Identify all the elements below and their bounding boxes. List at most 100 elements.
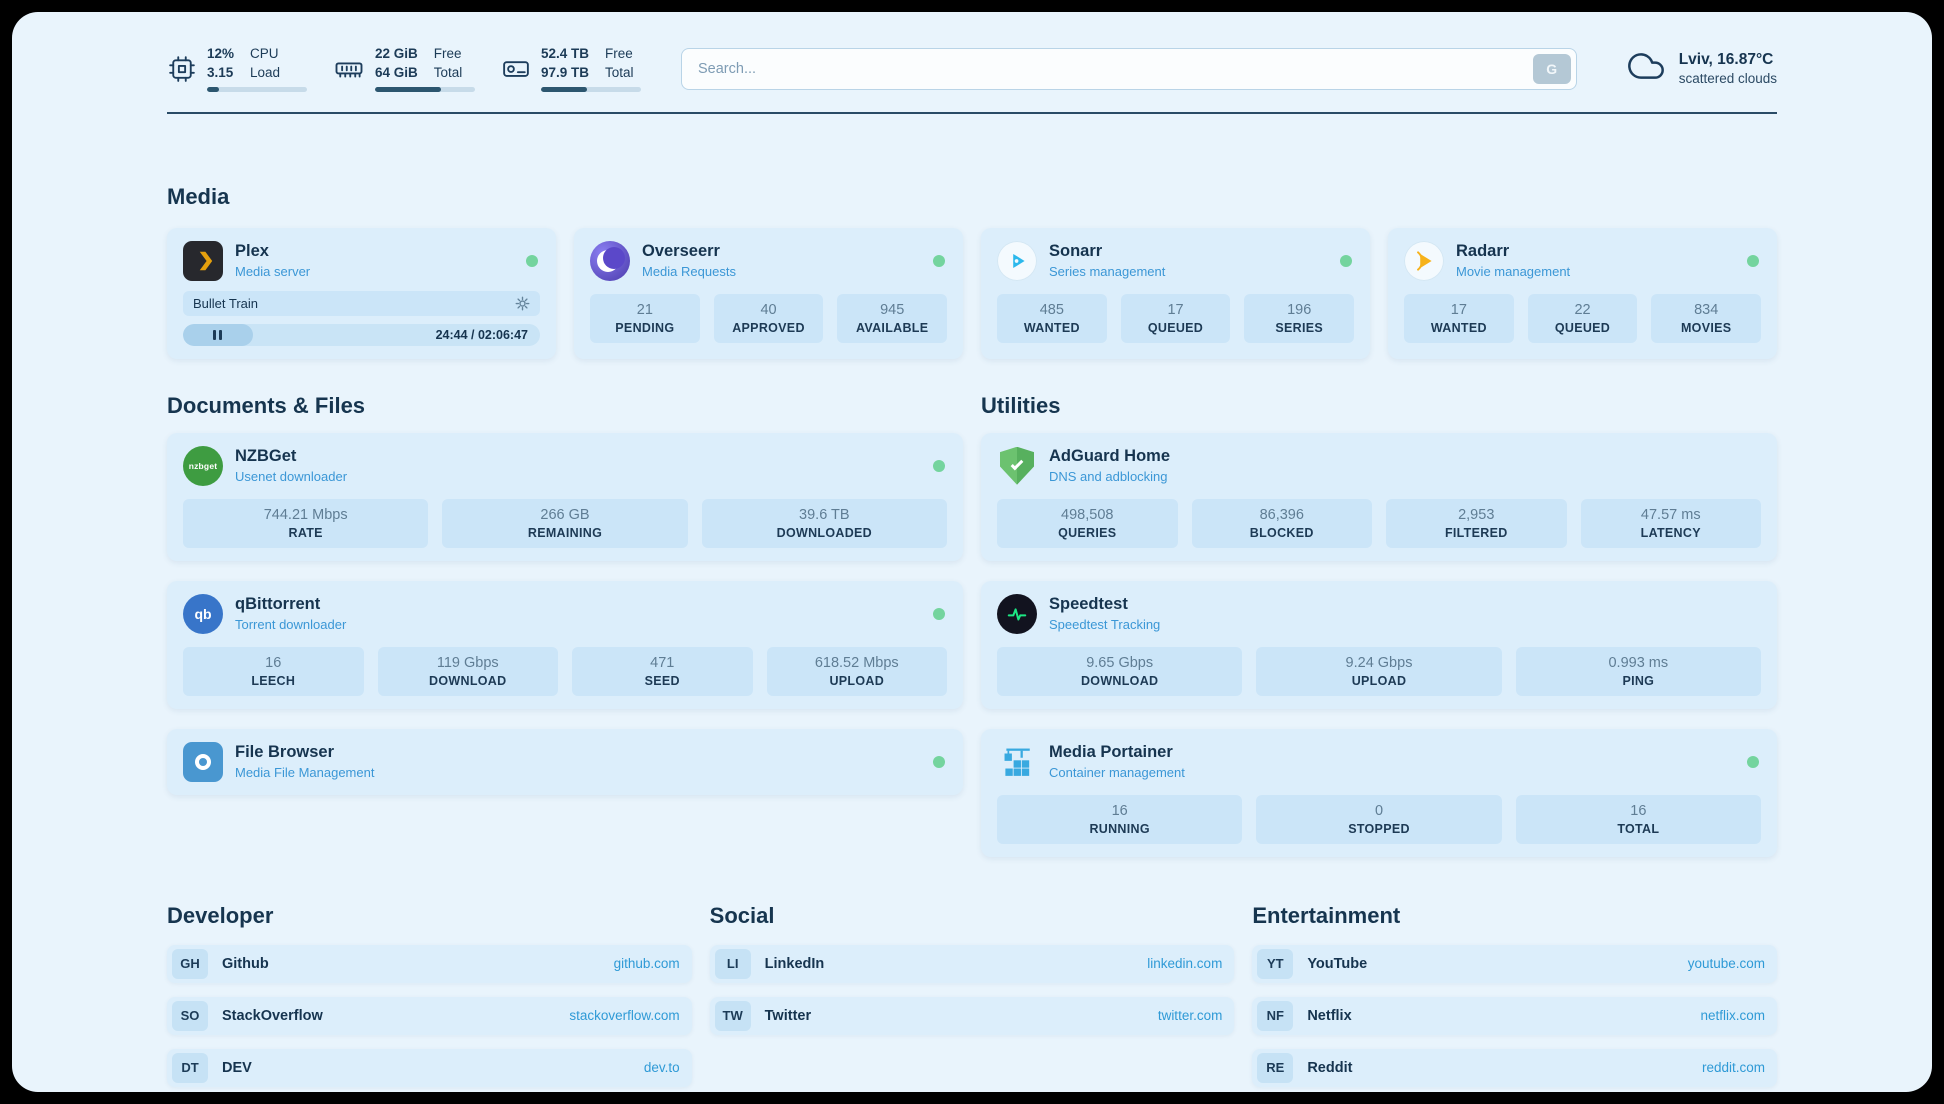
stat-upload: 9.24 Gbps UPLOAD (1256, 646, 1502, 696)
ram-icon (333, 54, 365, 84)
cpu-widget: 12% 3.15 CPU Load (167, 46, 307, 92)
cpu-label-bottom: Load (250, 64, 281, 80)
app-card-filebrowser[interactable]: File Browser Media File Management (167, 728, 963, 795)
entertainment-group: Entertainment YT YouTube youtube.com NF … (1252, 903, 1777, 1087)
utilities-section: Utilities AdGuard Home DNS and adblockin… (981, 393, 1777, 857)
media-section-title: Media (167, 183, 230, 209)
disk-usage-bar (541, 86, 641, 92)
developer-group-title: Developer (167, 902, 274, 928)
ram-widget: 22 GiB 64 GiB Free Total (333, 46, 475, 92)
disk-widget: 52.4 TB 97.9 TB Free Total (501, 46, 641, 92)
app-card-portainer[interactable]: Media Portainer Container management 16 … (981, 728, 1777, 857)
weather-location: Lviv, 16.87°C (1678, 51, 1774, 69)
cpu-load-value: 3.15 (207, 64, 234, 80)
status-dot (933, 254, 945, 267)
app-name: AdGuard Home (1049, 447, 1171, 466)
header-divider (167, 111, 1777, 114)
app-subtitle: Speedtest Tracking (1049, 617, 1161, 633)
documents-section-title: Documents & Files (167, 392, 366, 418)
cpu-icon (167, 54, 197, 84)
status-dot (1747, 254, 1759, 267)
bookmark-reddit[interactable]: RE Reddit reddit.com (1252, 1048, 1777, 1087)
ram-usage-bar (375, 86, 475, 92)
app-card-speedtest[interactable]: Speedtest Speedtest Tracking 9.65 Gbps D… (981, 580, 1777, 709)
stat-queued: 17 QUEUED (1120, 293, 1231, 343)
media-section: Media Plex Media server Bullet Train (167, 184, 1777, 359)
app-card-plex[interactable]: Plex Media server Bullet Train (167, 227, 556, 359)
overseerr-icon (590, 240, 630, 281)
app-card-sonarr[interactable]: Sonarr Series management 485 WANTED 17 Q… (981, 227, 1370, 359)
app-subtitle: Series management (1049, 264, 1166, 280)
nzbget-icon: nzbget (183, 445, 223, 486)
documents-section: Documents & Files nzbget NZBGet Usenet d… (167, 393, 963, 795)
status-dot (1747, 755, 1759, 768)
bookmark-netflix[interactable]: NF Netflix netflix.com (1252, 996, 1777, 1035)
bookmark-name: Github (222, 955, 269, 972)
search-engine-button[interactable]: G (1532, 53, 1571, 84)
bookmark-stackoverflow[interactable]: SO StackOverflow stackoverflow.com (167, 996, 692, 1035)
app-subtitle: Media server (235, 264, 311, 280)
status-dot (933, 607, 945, 620)
portainer-icon (997, 742, 1037, 782)
developer-group: Developer GH Github github.com SO StackO… (167, 903, 692, 1087)
stat-available: 945 AVAILABLE (837, 293, 948, 343)
now-playing-row: Bullet Train (183, 290, 540, 316)
social-group: Social LI LinkedIn linkedin.com TW Twitt… (709, 903, 1235, 1087)
weather-condition: scattered clouds (1678, 71, 1777, 87)
bookmark-dev[interactable]: DT DEV dev.to (167, 1048, 692, 1087)
stat-approved: 40 APPROVED (713, 293, 824, 343)
speedtest-icon (997, 593, 1037, 634)
app-card-qbittorrent[interactable]: qb qBittorrent Torrent downloader 16 LEE… (167, 580, 963, 709)
disk-label-bottom: Total (605, 64, 634, 80)
bookmark-url: linkedin.com (1147, 956, 1223, 972)
app-card-radarr[interactable]: Radarr Movie management 17 WANTED 22 QUE… (1388, 227, 1777, 359)
sonarr-icon (997, 240, 1037, 281)
bookmark-badge: SO (172, 1000, 208, 1031)
bookmark-name: Twitter (764, 1007, 812, 1024)
app-subtitle: Torrent downloader (235, 617, 347, 633)
app-name: Sonarr (1049, 242, 1103, 261)
ram-total-value: 64 GiB (375, 64, 418, 80)
media-grid: Plex Media server Bullet Train (167, 227, 1777, 359)
ram-free-value: 22 GiB (375, 46, 418, 61)
app-subtitle: Movie management (1456, 264, 1571, 280)
stat-total: 16 TOTAL (1515, 794, 1761, 844)
cpu-label-top: CPU (250, 46, 279, 61)
stat-filtered: 2,953 FILTERED (1386, 498, 1567, 548)
gear-icon[interactable] (515, 296, 530, 311)
stat-upload: 618.52 Mbps UPLOAD (766, 646, 947, 696)
entertainment-group-title: Entertainment (1252, 902, 1401, 928)
stat-download: 9.65 Gbps DOWNLOAD (997, 646, 1243, 696)
adguard-icon (997, 446, 1037, 486)
bookmark-badge: GH (172, 948, 208, 979)
app-card-overseerr[interactable]: Overseerr Media Requests 21 PENDING 40 A… (574, 227, 963, 359)
bookmark-twitter[interactable]: TW Twitter twitter.com (709, 996, 1235, 1035)
pause-icon[interactable] (213, 329, 223, 340)
stat-queued: 22 QUEUED (1527, 293, 1638, 343)
bookmarks-area: Developer GH Github github.com SO StackO… (167, 903, 1777, 1087)
stat-queries: 498,508 QUERIES (997, 498, 1178, 548)
app-card-adguard[interactable]: AdGuard Home DNS and adblocking 498,508 … (981, 432, 1777, 561)
app-subtitle: Media File Management (235, 765, 375, 781)
bookmark-github[interactable]: GH Github github.com (167, 944, 692, 983)
bookmark-badge: TW (714, 1000, 751, 1031)
stat-blocked: 86,396 BLOCKED (1191, 498, 1372, 548)
cloud-icon (1625, 46, 1667, 91)
cpu-usage-bar (207, 86, 307, 92)
stat-download: 119 Gbps DOWNLOAD (377, 646, 558, 696)
bookmark-youtube[interactable]: YT YouTube youtube.com (1252, 944, 1777, 983)
playback-progress-bar[interactable]: 24:44 / 02:06:47 (183, 323, 540, 346)
app-name: Overseerr (642, 242, 720, 261)
status-dot (933, 459, 945, 472)
dashboard-page: 12% 3.15 CPU Load (12, 12, 1932, 1092)
app-name: Plex (235, 242, 269, 261)
search-input[interactable] (681, 47, 1577, 90)
bookmark-linkedin[interactable]: LI LinkedIn linkedin.com (709, 944, 1235, 983)
app-card-nzbget[interactable]: nzbget NZBGet Usenet downloader 744.21 M… (167, 432, 963, 561)
stat-stopped: 0 STOPPED (1256, 794, 1502, 844)
disk-label-top: Free (605, 46, 633, 61)
search-bar: G (681, 47, 1577, 90)
bookmark-url: youtube.com (1687, 956, 1765, 972)
app-name: File Browser (235, 743, 335, 762)
ram-label-top: Free (433, 46, 462, 61)
